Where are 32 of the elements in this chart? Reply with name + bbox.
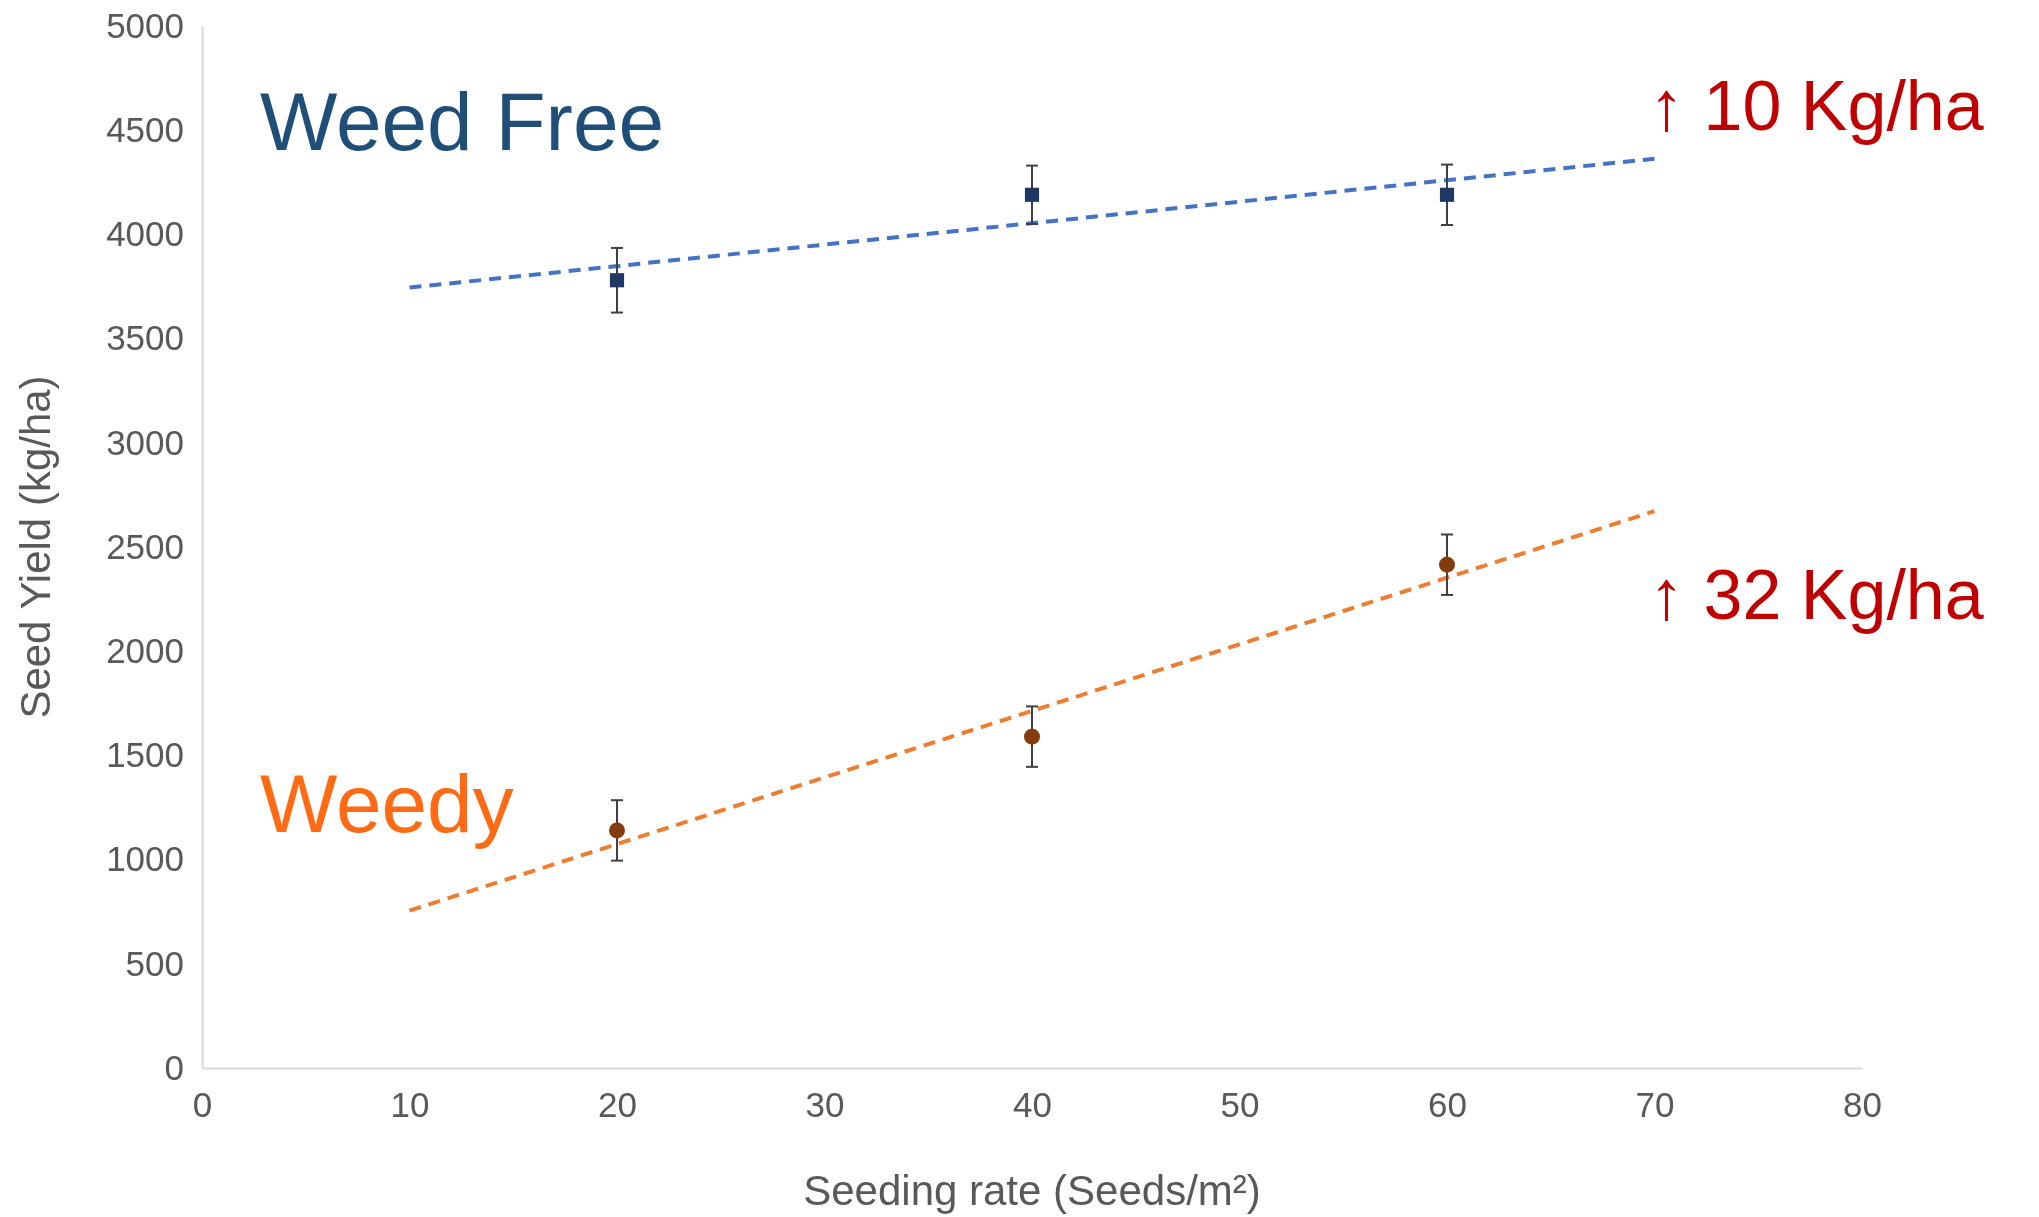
y-tick-label: 3500 <box>106 318 184 358</box>
y-tick-label: 2000 <box>106 630 184 670</box>
x-tick-label: 10 <box>390 1084 430 1124</box>
series-label: Weed Free <box>260 76 665 167</box>
y-tick-label: 500 <box>125 943 184 983</box>
y-tick-label: 4500 <box>106 109 184 149</box>
y-tick-label: 2500 <box>106 526 184 566</box>
point <box>1024 187 1040 202</box>
x-tick-label: 30 <box>805 1084 845 1124</box>
y-tick-label: 3000 <box>106 422 184 462</box>
y-tick-label: 5000 <box>106 5 184 45</box>
y-tick-label: 1500 <box>106 735 184 775</box>
x-tick-label: 60 <box>1428 1084 1467 1124</box>
x-tick-label: 40 <box>1013 1084 1052 1124</box>
x-tick-label: 80 <box>1843 1084 1882 1124</box>
x-axis-title: Seeding rate (Seeds/m²) <box>803 1167 1261 1214</box>
point <box>1439 556 1455 573</box>
y-tick-label: 0 <box>164 1047 184 1087</box>
y-tick-label: 4000 <box>106 214 184 254</box>
y-axis-title: Seed Yield (kg/ha) <box>12 375 59 719</box>
x-tick-label: 70 <box>1635 1084 1675 1124</box>
point <box>609 273 625 288</box>
annotation: ↑ 10 Kg/ha <box>1649 67 1984 145</box>
point <box>1024 728 1040 745</box>
point <box>1439 187 1455 202</box>
x-tick-label: 50 <box>1220 1084 1260 1124</box>
x-tick-label: 20 <box>598 1084 637 1124</box>
x-tick-label: 0 <box>192 1084 213 1124</box>
series-label: Weedy <box>260 758 514 849</box>
point <box>609 822 625 839</box>
y-tick-label: 1000 <box>106 839 184 879</box>
annotation: ↑ 32 Kg/ha <box>1649 556 1984 634</box>
